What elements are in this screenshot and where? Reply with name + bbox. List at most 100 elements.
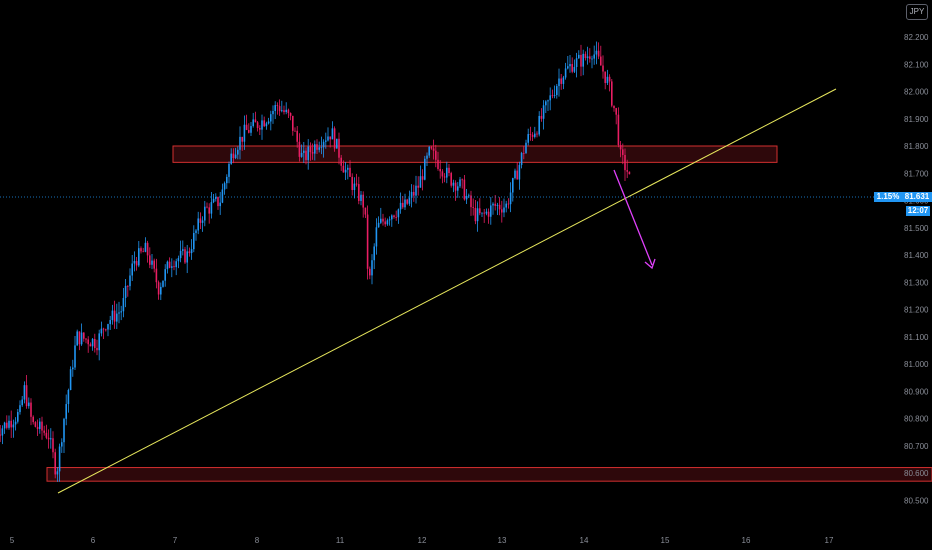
candle-body — [329, 136, 331, 140]
candle-body — [166, 261, 169, 270]
candle-body — [14, 421, 17, 425]
candle-body — [395, 217, 397, 218]
candle-body — [567, 66, 569, 69]
candle-body — [45, 432, 48, 438]
candle-body — [285, 109, 287, 113]
candle-body — [186, 251, 188, 263]
candle-body — [122, 298, 125, 312]
time-axis[interactable]: 5 6 7 8 11 12 13 14 15 16 17 — [10, 536, 834, 545]
candle-body — [428, 146, 430, 156]
candle-body — [142, 251, 144, 253]
candle-body — [61, 442, 63, 447]
candle-body — [32, 416, 34, 423]
currency-badge[interactable]: JPY — [906, 4, 928, 20]
candle-body — [518, 164, 521, 180]
candle-body — [276, 105, 279, 107]
candle-body — [413, 191, 415, 196]
candle-body — [256, 122, 259, 129]
candle-body — [628, 171, 631, 175]
candle-body — [63, 418, 65, 443]
candle-body — [263, 120, 265, 127]
candle-body — [287, 109, 290, 114]
candle-body — [204, 206, 206, 221]
candle-body — [127, 285, 129, 287]
candle-body — [393, 215, 395, 218]
candle-body — [116, 313, 118, 322]
candle-body — [259, 128, 261, 130]
candle-body — [397, 209, 400, 218]
candle-body — [338, 138, 340, 158]
candle-body — [78, 331, 81, 345]
candle-body — [597, 50, 600, 57]
candle-body — [461, 179, 463, 181]
candle-body — [534, 133, 536, 137]
candle-body — [221, 189, 224, 203]
candle-body — [219, 202, 221, 207]
candle-body — [25, 385, 28, 407]
candle-body — [340, 157, 342, 166]
candle-body — [193, 232, 195, 250]
candle-body — [314, 144, 316, 154]
y-tick-label: 81.000 — [904, 360, 929, 369]
candle-body — [355, 183, 358, 185]
candle-body — [437, 159, 439, 169]
change-percent-badge: 1.15% — [874, 192, 902, 202]
candle-body — [270, 114, 272, 122]
candle-body — [353, 183, 356, 191]
candle-body — [67, 390, 70, 405]
candle-body — [23, 385, 26, 400]
candle-body — [578, 54, 580, 59]
candle-body — [254, 119, 257, 123]
candle-body — [591, 58, 593, 60]
candle-body — [531, 134, 534, 137]
candle-body — [320, 147, 323, 149]
candle-body — [294, 130, 296, 132]
zones-layer — [46, 145, 932, 482]
candle-body — [164, 269, 166, 281]
x-tick-label: 11 — [336, 536, 345, 545]
candle-body — [87, 339, 89, 345]
candle-body — [47, 437, 50, 440]
candle-body — [617, 114, 620, 145]
candle-body — [210, 202, 213, 214]
candle-body — [146, 242, 149, 256]
candle-body — [56, 471, 59, 475]
y-tick-label: 81.500 — [904, 224, 929, 233]
y-tick-label: 80.700 — [904, 442, 929, 451]
candle-body — [237, 149, 239, 155]
candle-body — [171, 266, 173, 268]
x-tick-label: 8 — [255, 536, 260, 545]
candle-body — [626, 170, 628, 172]
candle-body — [523, 152, 525, 154]
candle-body — [316, 144, 318, 150]
candle-body — [8, 420, 10, 428]
candle-body — [41, 421, 43, 431]
candle-body — [43, 430, 45, 433]
candle-body — [157, 282, 160, 295]
candle-body — [155, 268, 158, 283]
candle-body — [549, 95, 551, 101]
candle-body — [153, 260, 155, 269]
price-axis[interactable]: 82.200 82.100 82.000 81.900 81.800 81.700 81.6… — [904, 33, 929, 505]
candle-body — [377, 222, 380, 228]
y-tick-label: 80.500 — [904, 496, 929, 505]
candle-body — [318, 147, 320, 150]
candle-body — [144, 242, 147, 252]
candle-body — [501, 209, 503, 213]
overlays-layer — [0, 88, 874, 494]
candle-body — [399, 202, 402, 210]
candle-body — [311, 152, 314, 154]
candle-body — [545, 101, 547, 106]
candle-body — [505, 203, 507, 208]
trendline — [57, 88, 837, 494]
candle-body — [245, 124, 248, 130]
candle-body — [470, 195, 472, 208]
candle-body — [34, 422, 37, 427]
candle-body — [441, 171, 444, 177]
candle-body — [553, 95, 556, 96]
candle-body — [30, 402, 32, 417]
candle-body — [149, 255, 151, 265]
candle-body — [421, 176, 424, 180]
candle-body — [232, 153, 235, 159]
